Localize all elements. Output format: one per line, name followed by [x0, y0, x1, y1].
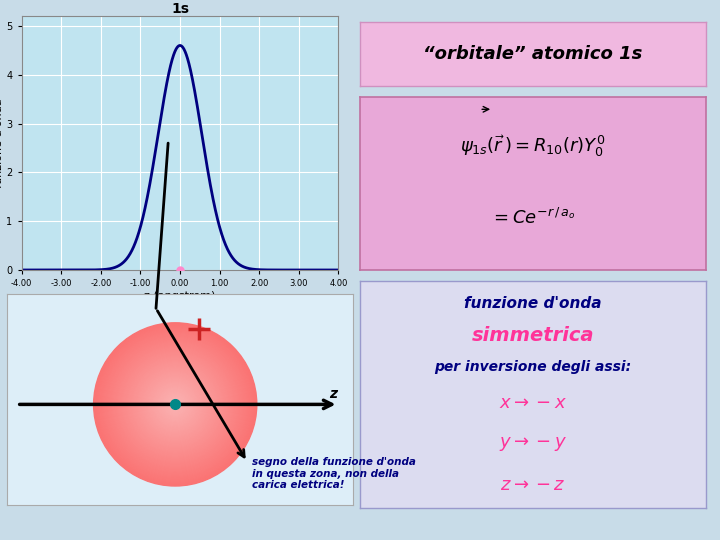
Circle shape: [163, 392, 187, 417]
Text: $y \rightarrow -y$: $y \rightarrow -y$: [499, 435, 567, 453]
Circle shape: [105, 334, 246, 475]
Circle shape: [115, 344, 235, 464]
Circle shape: [135, 363, 216, 445]
Circle shape: [156, 385, 194, 424]
Circle shape: [118, 347, 233, 462]
Circle shape: [164, 393, 186, 416]
Circle shape: [131, 361, 219, 448]
Circle shape: [162, 391, 189, 417]
Circle shape: [159, 388, 192, 421]
Circle shape: [102, 331, 248, 478]
Circle shape: [138, 368, 212, 441]
Circle shape: [171, 400, 179, 408]
Circle shape: [157, 386, 194, 423]
Circle shape: [94, 324, 256, 485]
Circle shape: [170, 399, 180, 409]
Circle shape: [103, 332, 248, 477]
Text: funzione d'onda: funzione d'onda: [464, 296, 601, 311]
Circle shape: [127, 356, 223, 453]
Circle shape: [111, 340, 240, 469]
Text: $= Ce^{-r\,/\,a_o}$: $= Ce^{-r\,/\,a_o}$: [490, 208, 575, 228]
Circle shape: [96, 326, 253, 483]
Circle shape: [168, 397, 182, 411]
Circle shape: [174, 403, 176, 406]
Circle shape: [143, 372, 208, 437]
Circle shape: [148, 378, 202, 431]
Circle shape: [140, 370, 210, 439]
Title: 1s: 1s: [171, 2, 189, 16]
Circle shape: [106, 335, 245, 474]
Circle shape: [120, 349, 230, 460]
Circle shape: [94, 323, 257, 486]
Circle shape: [138, 367, 213, 442]
Circle shape: [150, 380, 199, 429]
Circle shape: [122, 352, 228, 457]
Circle shape: [172, 401, 179, 408]
X-axis label: z (angstrom): z (angstrom): [144, 291, 216, 301]
Circle shape: [117, 346, 233, 463]
Circle shape: [140, 369, 211, 440]
Circle shape: [98, 327, 253, 482]
Circle shape: [166, 395, 184, 414]
Text: $\psi_{1s}(\vec{r}\,) = R_{10}(r)Y_0^0$: $\psi_{1s}(\vec{r}\,) = R_{10}(r)Y_0^0$: [460, 133, 606, 159]
Circle shape: [113, 342, 238, 467]
Text: simmetrica: simmetrica: [472, 326, 594, 345]
Text: in questa zona, non della: in questa zona, non della: [252, 469, 399, 479]
Circle shape: [104, 333, 246, 476]
Circle shape: [130, 359, 221, 450]
Text: segno della funzione d'onda: segno della funzione d'onda: [252, 457, 416, 467]
Circle shape: [173, 402, 177, 407]
Circle shape: [108, 337, 243, 472]
Circle shape: [119, 348, 231, 461]
Circle shape: [147, 376, 204, 433]
Circle shape: [145, 375, 204, 434]
Circle shape: [99, 329, 251, 480]
Circle shape: [99, 328, 252, 481]
Circle shape: [101, 330, 250, 479]
Circle shape: [167, 396, 184, 413]
Text: $z \rightarrow -z$: $z \rightarrow -z$: [500, 476, 565, 494]
Circle shape: [148, 377, 203, 432]
Text: carica elettrica!: carica elettrica!: [252, 480, 344, 490]
Y-axis label: funzione d'onda: funzione d'onda: [0, 98, 4, 188]
Circle shape: [123, 353, 228, 456]
Text: $x \rightarrow -x$: $x \rightarrow -x$: [499, 394, 567, 412]
Circle shape: [142, 371, 209, 438]
Circle shape: [133, 362, 217, 446]
Circle shape: [137, 366, 214, 443]
Circle shape: [153, 382, 197, 427]
Circle shape: [152, 381, 199, 428]
Circle shape: [114, 343, 236, 465]
Circle shape: [165, 394, 185, 415]
Circle shape: [158, 387, 192, 422]
Circle shape: [96, 325, 255, 484]
Circle shape: [125, 354, 225, 454]
Circle shape: [143, 373, 207, 436]
Circle shape: [169, 399, 181, 410]
Text: “orbitale” atomico 1s: “orbitale” atomico 1s: [423, 45, 642, 63]
Circle shape: [130, 360, 220, 449]
Circle shape: [109, 338, 241, 471]
Circle shape: [116, 345, 235, 463]
Circle shape: [124, 353, 226, 455]
Text: z: z: [329, 387, 337, 401]
Circle shape: [160, 389, 191, 420]
Circle shape: [128, 357, 222, 451]
Circle shape: [150, 379, 201, 430]
Circle shape: [107, 336, 243, 472]
Text: per inversione degli assi:: per inversione degli assi:: [434, 360, 631, 374]
Circle shape: [132, 362, 218, 447]
Circle shape: [110, 339, 240, 470]
Circle shape: [126, 355, 224, 454]
Circle shape: [145, 374, 206, 435]
Circle shape: [154, 383, 197, 426]
Circle shape: [112, 341, 238, 468]
Circle shape: [161, 390, 189, 418]
Circle shape: [155, 384, 196, 425]
Circle shape: [121, 350, 229, 458]
Circle shape: [135, 364, 215, 444]
